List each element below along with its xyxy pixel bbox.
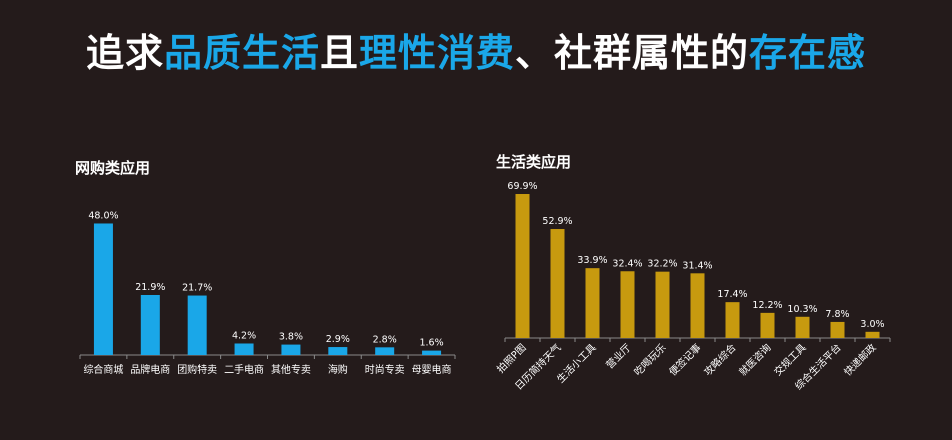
title-part-highlight: 品质生活 xyxy=(163,31,320,75)
shopping-value-label: 1.6% xyxy=(419,338,443,349)
life-bar xyxy=(585,268,600,338)
life-bar xyxy=(795,316,810,338)
life-value-label: 7.8% xyxy=(825,309,849,320)
shopping-category-label: 时尚专卖 xyxy=(365,363,405,376)
shopping-category-label: 综合商城 xyxy=(83,363,123,376)
life-chart-title: 生活类应用 xyxy=(496,153,572,171)
life-bar xyxy=(760,312,775,338)
life-value-label: 69.9% xyxy=(507,181,537,192)
shopping-value-label: 2.8% xyxy=(373,334,397,345)
shopping-category-label: 海购 xyxy=(328,363,348,376)
life-value-label: 3.0% xyxy=(860,319,884,330)
title-part: 、社群属性的 xyxy=(515,31,750,75)
shopping-bar xyxy=(328,347,348,355)
shopping-category-label: 品牌电商 xyxy=(130,363,170,376)
life-bar xyxy=(515,194,530,338)
shopping-value-label: 4.2% xyxy=(232,330,256,341)
life-value-label: 52.9% xyxy=(542,216,572,227)
life-category-label: 拍照P图 xyxy=(494,341,529,376)
page-title: 追求品质生活且理性消费、社群属性的存在感 xyxy=(0,22,952,77)
shopping-value-label: 2.9% xyxy=(326,334,350,345)
life-bar xyxy=(865,331,880,338)
shopping-bar xyxy=(422,350,442,355)
life-value-label: 32.4% xyxy=(612,258,642,269)
life-bar xyxy=(550,229,565,338)
life-category-label: 交规工具 xyxy=(771,341,808,378)
life-value-label: 31.4% xyxy=(682,260,712,271)
life-value-label: 17.4% xyxy=(717,289,747,300)
shopping-bar xyxy=(281,344,301,355)
life-category-label: 快递邮政 xyxy=(841,341,878,378)
shopping-category-label: 其他专卖 xyxy=(271,363,311,376)
title-part-highlight: 存在感 xyxy=(749,31,867,75)
life-value-label: 32.2% xyxy=(647,259,677,270)
shopping-bar xyxy=(234,343,254,355)
life-value-label: 12.2% xyxy=(752,300,782,311)
life-value-label: 33.9% xyxy=(577,255,607,266)
shopping-value-label: 3.8% xyxy=(279,332,303,343)
shopping-value-label: 21.9% xyxy=(135,282,165,293)
shopping-value-label: 48.0% xyxy=(88,210,118,221)
shopping-category-label: 二手电商 xyxy=(224,363,264,376)
shopping-category-label: 团购特卖 xyxy=(177,363,217,376)
life-bar xyxy=(620,271,635,338)
shopping-value-label: 21.7% xyxy=(182,283,212,294)
life-category-label: 就医咨询 xyxy=(736,341,773,378)
life-category-label: 攻略综合 xyxy=(701,341,738,378)
title-part: 追求 xyxy=(85,31,164,75)
life-category-label: 营业厅 xyxy=(603,341,633,371)
life-value-label: 10.3% xyxy=(787,304,817,315)
life-bar xyxy=(725,302,740,338)
shopping-bar xyxy=(140,294,160,355)
life-bar xyxy=(830,321,845,338)
shopping-bar xyxy=(93,223,113,355)
life-category-label: 吃喝玩乐 xyxy=(631,341,668,378)
title-part: 且 xyxy=(319,31,359,75)
life-category-label: 便签记事 xyxy=(666,341,703,378)
life-bar xyxy=(690,273,705,338)
shopping-chart-title: 网购类应用 xyxy=(75,159,151,177)
shopping-bar xyxy=(375,347,395,355)
title-part-highlight: 理性消费 xyxy=(359,31,516,75)
shopping-bar xyxy=(187,295,207,355)
life-bar xyxy=(655,271,670,338)
shopping-category-label: 母婴电商 xyxy=(412,363,452,376)
